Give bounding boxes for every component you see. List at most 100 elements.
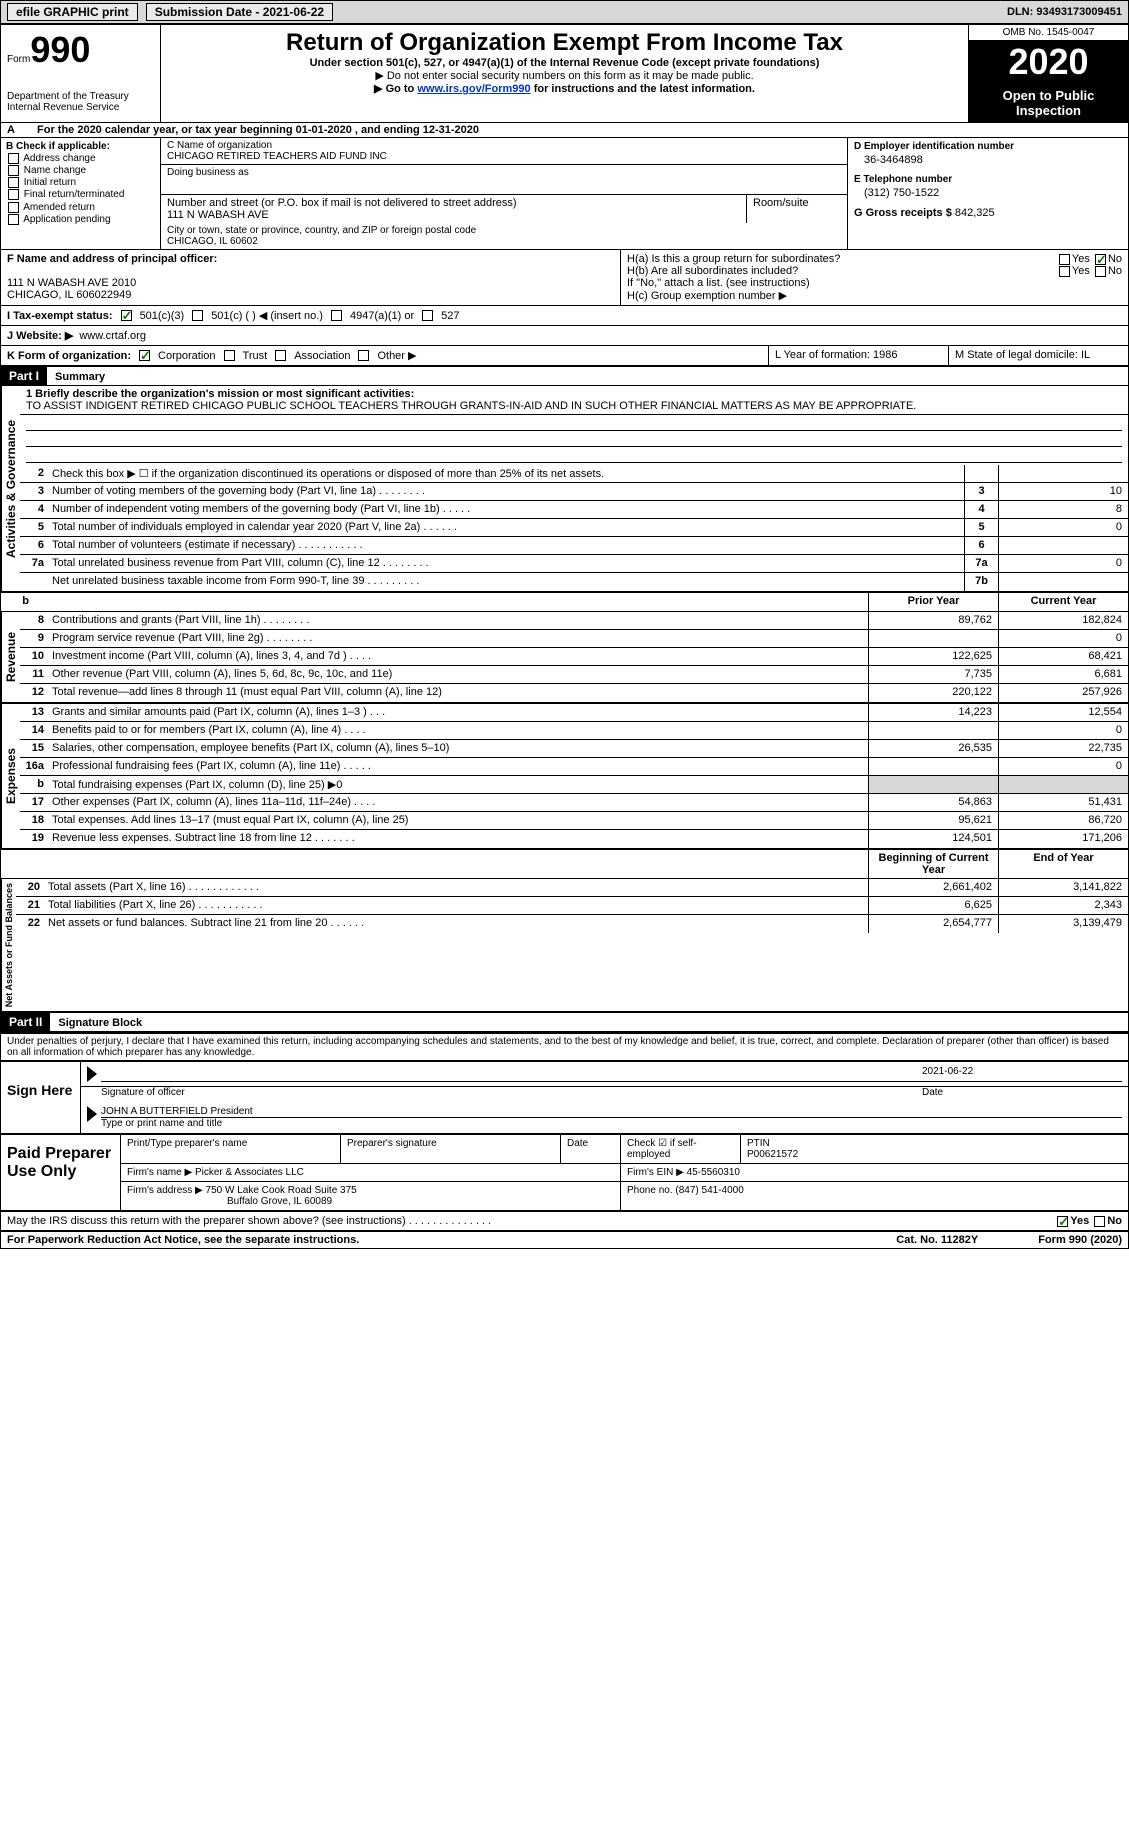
- val-py: 14,223: [868, 704, 998, 721]
- line-txt: Other expenses (Part IX, column (A), lin…: [48, 794, 868, 811]
- prep-addr2: Buffalo Grove, IL 60089: [227, 1196, 332, 1207]
- val-py: [868, 776, 998, 793]
- chk-other[interactable]: [358, 350, 369, 361]
- val-py: 95,621: [868, 812, 998, 829]
- line-txt: Revenue less expenses. Subtract line 18 …: [48, 830, 868, 848]
- hb-yes[interactable]: [1059, 266, 1070, 277]
- discuss-yes[interactable]: [1057, 1216, 1068, 1227]
- val-py: [868, 722, 998, 739]
- opt-corp: Corporation: [158, 350, 215, 362]
- val-cy: 0: [998, 630, 1128, 647]
- k-label: K Form of organization:: [7, 350, 131, 362]
- ein-label: D Employer identification number: [854, 141, 1122, 152]
- sign-here: Sign Here: [1, 1062, 81, 1133]
- name-label: Type or print name and title: [101, 1118, 1122, 1129]
- chk-final[interactable]: [8, 189, 19, 200]
- chk-amended[interactable]: [8, 202, 19, 213]
- line-txt: Net unrelated business taxable income fr…: [48, 573, 964, 591]
- date-label: Date: [922, 1087, 1122, 1098]
- line-txt: Program service revenue (Part VIII, line…: [48, 630, 868, 647]
- arrow-icon: [87, 1066, 97, 1082]
- irs-link[interactable]: www.irs.gov/Form990: [417, 83, 530, 95]
- val-py: 89,762: [868, 612, 998, 629]
- chk-501c[interactable]: [192, 310, 203, 321]
- chk-pending[interactable]: [8, 214, 19, 225]
- chk-4947[interactable]: [331, 310, 342, 321]
- hdr-ey: End of Year: [998, 850, 1128, 878]
- sign-date: 2021-06-22: [922, 1066, 1122, 1082]
- omb: OMB No. 1545-0047: [969, 25, 1128, 41]
- chk-trust[interactable]: [224, 350, 235, 361]
- line-num: 14: [20, 722, 48, 739]
- fein: 45-5560310: [687, 1167, 740, 1178]
- note2-post: for instructions and the latest informat…: [531, 83, 755, 95]
- chk-501c3[interactable]: [121, 310, 132, 321]
- val-py: [868, 758, 998, 775]
- line-txt: Number of voting members of the governin…: [48, 483, 964, 500]
- line-txt: Contributions and grants (Part VIII, lin…: [48, 612, 868, 629]
- line-txt: Salaries, other compensation, employee b…: [48, 740, 868, 757]
- gross-label: G Gross receipts $: [854, 207, 952, 219]
- row-a: For the 2020 calendar year, or tax year …: [37, 124, 479, 136]
- pra: For Paperwork Reduction Act Notice, see …: [7, 1234, 359, 1246]
- opt-501c3: 501(c)(3): [140, 310, 185, 322]
- line-txt: Grants and similar amounts paid (Part IX…: [48, 704, 868, 721]
- street: 111 N WABASH AVE: [167, 209, 269, 221]
- discuss-no[interactable]: [1094, 1216, 1105, 1227]
- hdr-cy: Current Year: [998, 593, 1128, 611]
- line-val: [998, 537, 1128, 554]
- line-val: 0: [998, 519, 1128, 536]
- opt-initial: Initial return: [24, 177, 76, 188]
- line-txt: Investment income (Part VIII, column (A)…: [48, 648, 868, 665]
- opt-trust: Trust: [243, 350, 268, 362]
- chk-corp[interactable]: [139, 350, 150, 361]
- hc: H(c) Group exemption number ▶: [627, 289, 1122, 302]
- val-cy: 12,554: [998, 704, 1128, 721]
- line-val: [998, 573, 1128, 591]
- chk-address[interactable]: [8, 153, 19, 164]
- val-cy: 86,720: [998, 812, 1128, 829]
- val-py: 26,535: [868, 740, 998, 757]
- street-label: Number and street (or P.O. box if mail i…: [167, 197, 517, 209]
- chk-assoc[interactable]: [275, 350, 286, 361]
- prep-label: Paid Preparer Use Only: [1, 1135, 121, 1210]
- line-val: 8: [998, 501, 1128, 518]
- val-cy: 22,735: [998, 740, 1128, 757]
- chk-initial[interactable]: [8, 177, 19, 188]
- hdr-b: b: [5, 593, 33, 611]
- submission-btn: Submission Date - 2021-06-22: [146, 3, 333, 21]
- line-txt: Benefits paid to or for members (Part IX…: [48, 722, 868, 739]
- part1-hdr: Part I: [1, 367, 47, 385]
- line-txt: Total unrelated business revenue from Pa…: [48, 555, 964, 572]
- f-label: F Name and address of principal officer:: [7, 253, 217, 265]
- ha-yes[interactable]: [1059, 254, 1070, 265]
- line-num: 21: [16, 897, 44, 914]
- hb-note: If "No," attach a list. (see instruction…: [627, 277, 1122, 289]
- line-num: 18: [20, 812, 48, 829]
- hb-no[interactable]: [1095, 266, 1106, 277]
- opt-pending: Application pending: [23, 214, 110, 225]
- form-footer: Form 990 (2020): [1038, 1234, 1122, 1246]
- form-number: 990: [30, 29, 90, 70]
- line-val: 10: [998, 483, 1128, 500]
- opt-address: Address change: [23, 153, 95, 164]
- chk-527[interactable]: [422, 310, 433, 321]
- val-py: 2,661,402: [868, 879, 998, 896]
- line-txt: Number of independent voting members of …: [48, 501, 964, 518]
- line-val: 0: [998, 555, 1128, 572]
- efile-btn[interactable]: efile GRAPHIC print: [7, 3, 138, 21]
- val-py: 7,735: [868, 666, 998, 683]
- ha: H(a) Is this a group return for subordin…: [627, 253, 1057, 265]
- opt-other: Other ▶: [377, 349, 416, 362]
- dln: DLN: 93493173009451: [1007, 6, 1122, 18]
- ha-no[interactable]: [1095, 254, 1106, 265]
- i-label: I Tax-exempt status:: [7, 310, 113, 322]
- org-name: CHICAGO RETIRED TEACHERS AID FUND INC: [167, 151, 387, 162]
- sig-label: Signature of officer: [101, 1087, 922, 1098]
- val-cy: [998, 776, 1128, 793]
- f-addr2: CHICAGO, IL 606022949: [7, 289, 131, 301]
- chk-name[interactable]: [8, 165, 19, 176]
- ein: 36-3464898: [864, 154, 1122, 166]
- line-num: 16a: [20, 758, 48, 775]
- subtitle: Under section 501(c), 527, or 4947(a)(1)…: [169, 57, 960, 69]
